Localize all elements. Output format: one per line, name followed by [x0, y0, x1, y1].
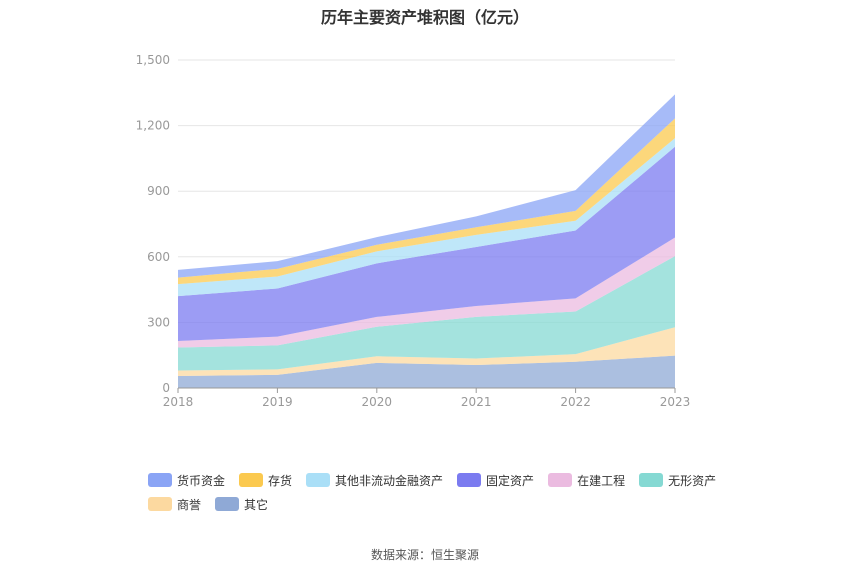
- legend-label: 其它: [244, 497, 269, 512]
- legend-item[interactable]: 货币资金: [148, 472, 225, 488]
- legend-label: 商誉: [177, 497, 202, 512]
- x-tick-label: 2022: [560, 395, 591, 409]
- x-tick-label: 2018: [163, 395, 194, 409]
- legend-swatch: [639, 473, 664, 487]
- area-其他非流动金融资产: [178, 138, 675, 297]
- legend-label: 其他非流动金融资产: [335, 473, 444, 488]
- x-tick-label: 2021: [461, 395, 492, 409]
- chart-title: 历年主要资产堆积图（亿元）: [320, 8, 529, 27]
- area-无形资产: [178, 256, 675, 371]
- y-tick-label: 0: [162, 381, 170, 395]
- legend-swatch: [548, 473, 573, 487]
- x-tick-label: 2019: [262, 395, 293, 409]
- area-固定资产: [178, 146, 675, 341]
- legend-swatch: [215, 497, 240, 511]
- x-tick-label: 2020: [362, 395, 393, 409]
- area-其它: [178, 355, 675, 388]
- legend-swatch: [306, 473, 331, 487]
- legend-label: 货币资金: [177, 473, 226, 488]
- chart-legend: 货币资金 存货 其他非流动金融资产 固定资产 在建工程 无形资产商誉 其它: [148, 472, 748, 512]
- legend-item[interactable]: 无形资产: [639, 472, 716, 488]
- legend-swatch: [148, 473, 172, 487]
- legend-item[interactable]: 存货: [239, 472, 292, 488]
- y-tick-label: 1,500: [136, 53, 170, 67]
- data-source: 数据来源：恒生聚源: [370, 548, 479, 562]
- legend-item[interactable]: 固定资产: [457, 472, 534, 488]
- legend-label: 在建工程: [577, 473, 626, 488]
- legend-label: 固定资产: [486, 473, 535, 488]
- y-tick-label: 900: [147, 184, 170, 198]
- area-series: [178, 94, 675, 388]
- legend-label: 存货: [268, 473, 293, 488]
- axes: 0 300 600 900 1,200 1,500 2018 2019 2020 2021 2022…: [136, 53, 691, 409]
- legend-swatch: [457, 473, 482, 487]
- y-tick-label: 1,200: [136, 119, 170, 133]
- legend-swatch: [239, 473, 264, 487]
- legend-item[interactable]: 商誉: [148, 496, 201, 512]
- legend-label: 无形资产: [668, 473, 717, 488]
- legend-swatch: [148, 497, 172, 511]
- x-tick-label: 2023: [660, 395, 691, 409]
- legend-item[interactable]: 在建工程: [548, 472, 625, 488]
- y-tick-label: 300: [147, 315, 170, 329]
- y-tick-label: 600: [147, 250, 170, 264]
- area-商誉: [178, 327, 675, 376]
- legend-item[interactable]: 其他非流动金融资产: [306, 472, 443, 488]
- legend-item[interactable]: 其它: [215, 496, 268, 512]
